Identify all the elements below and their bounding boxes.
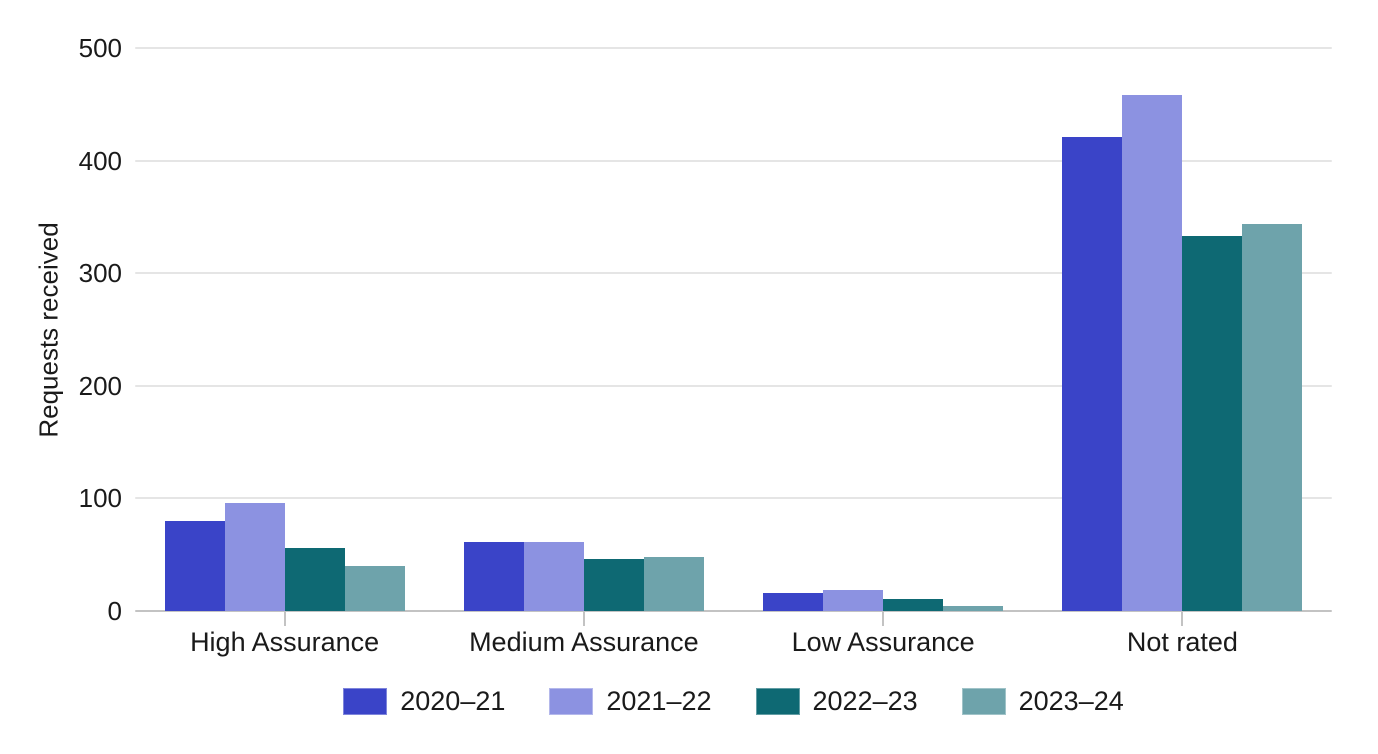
bar-2020–21-Low Assurance (763, 592, 824, 611)
x-category-label: Not rated (1126, 627, 1238, 657)
bar-2020–21-Not rated (1062, 136, 1123, 611)
x-axis-tick (283, 611, 286, 626)
bar-2023–24-Not rated (1242, 223, 1303, 611)
bar-2022–23-Not rated (1182, 236, 1243, 611)
gridline (135, 47, 1332, 49)
x-category-label: High Assurance (190, 627, 380, 657)
gridline (135, 497, 1332, 500)
y-tick-label: 100 (78, 483, 122, 514)
x-axis-line (135, 610, 1332, 612)
bar-2022–23-Medium Assurance (583, 559, 644, 611)
bar-2020–21-Medium Assurance (463, 542, 524, 611)
legend-label: 2023–24 (1018, 686, 1124, 716)
bar-2021–22-Low Assurance (823, 589, 884, 611)
y-tick-label: 0 (107, 596, 122, 626)
legend-swatch (961, 688, 1006, 715)
bar-2023–24-Low Assurance (943, 606, 1004, 611)
legend: 2020–21 2021–22 2022–23 2023–24 (135, 686, 1332, 717)
gridline (135, 159, 1332, 162)
y-tick-label: 400 (78, 145, 122, 176)
legend-item: 2022–23 (755, 686, 918, 717)
bar-2021–22-High Assurance (224, 502, 285, 611)
y-axis-title: Requests received (33, 222, 64, 438)
legend-label: 2021–22 (606, 686, 712, 716)
y-tick-label: 500 (78, 33, 122, 63)
gridline (135, 384, 1332, 387)
y-tick-label: 300 (78, 258, 122, 289)
bar-2021–22-Medium Assurance (523, 542, 584, 611)
x-category-label: Low Assurance (791, 627, 975, 657)
x-axis-tick (582, 611, 585, 626)
bar-2022–23-Low Assurance (883, 598, 944, 611)
x-axis-tick (882, 611, 885, 626)
bar-2022–23-High Assurance (284, 547, 345, 611)
y-tick-label: 200 (78, 370, 122, 401)
legend-swatch (343, 688, 388, 715)
x-axis-tick (1181, 611, 1184, 626)
legend-item: 2023–24 (961, 686, 1124, 717)
x-category-label: Medium Assurance (469, 627, 699, 657)
legend-label: 2022–23 (812, 686, 918, 716)
legend-item: 2020–21 (343, 686, 505, 717)
bar-2023–24-Medium Assurance (643, 556, 704, 611)
legend-item: 2021–22 (549, 686, 712, 717)
legend-label: 2020–21 (400, 686, 506, 716)
bar-2021–22-Not rated (1122, 95, 1183, 611)
bar-2020–21-High Assurance (164, 520, 225, 611)
gridline (135, 272, 1332, 275)
legend-swatch (755, 688, 800, 715)
legend-swatch (549, 688, 594, 715)
bar-2023–24-High Assurance (344, 565, 405, 611)
